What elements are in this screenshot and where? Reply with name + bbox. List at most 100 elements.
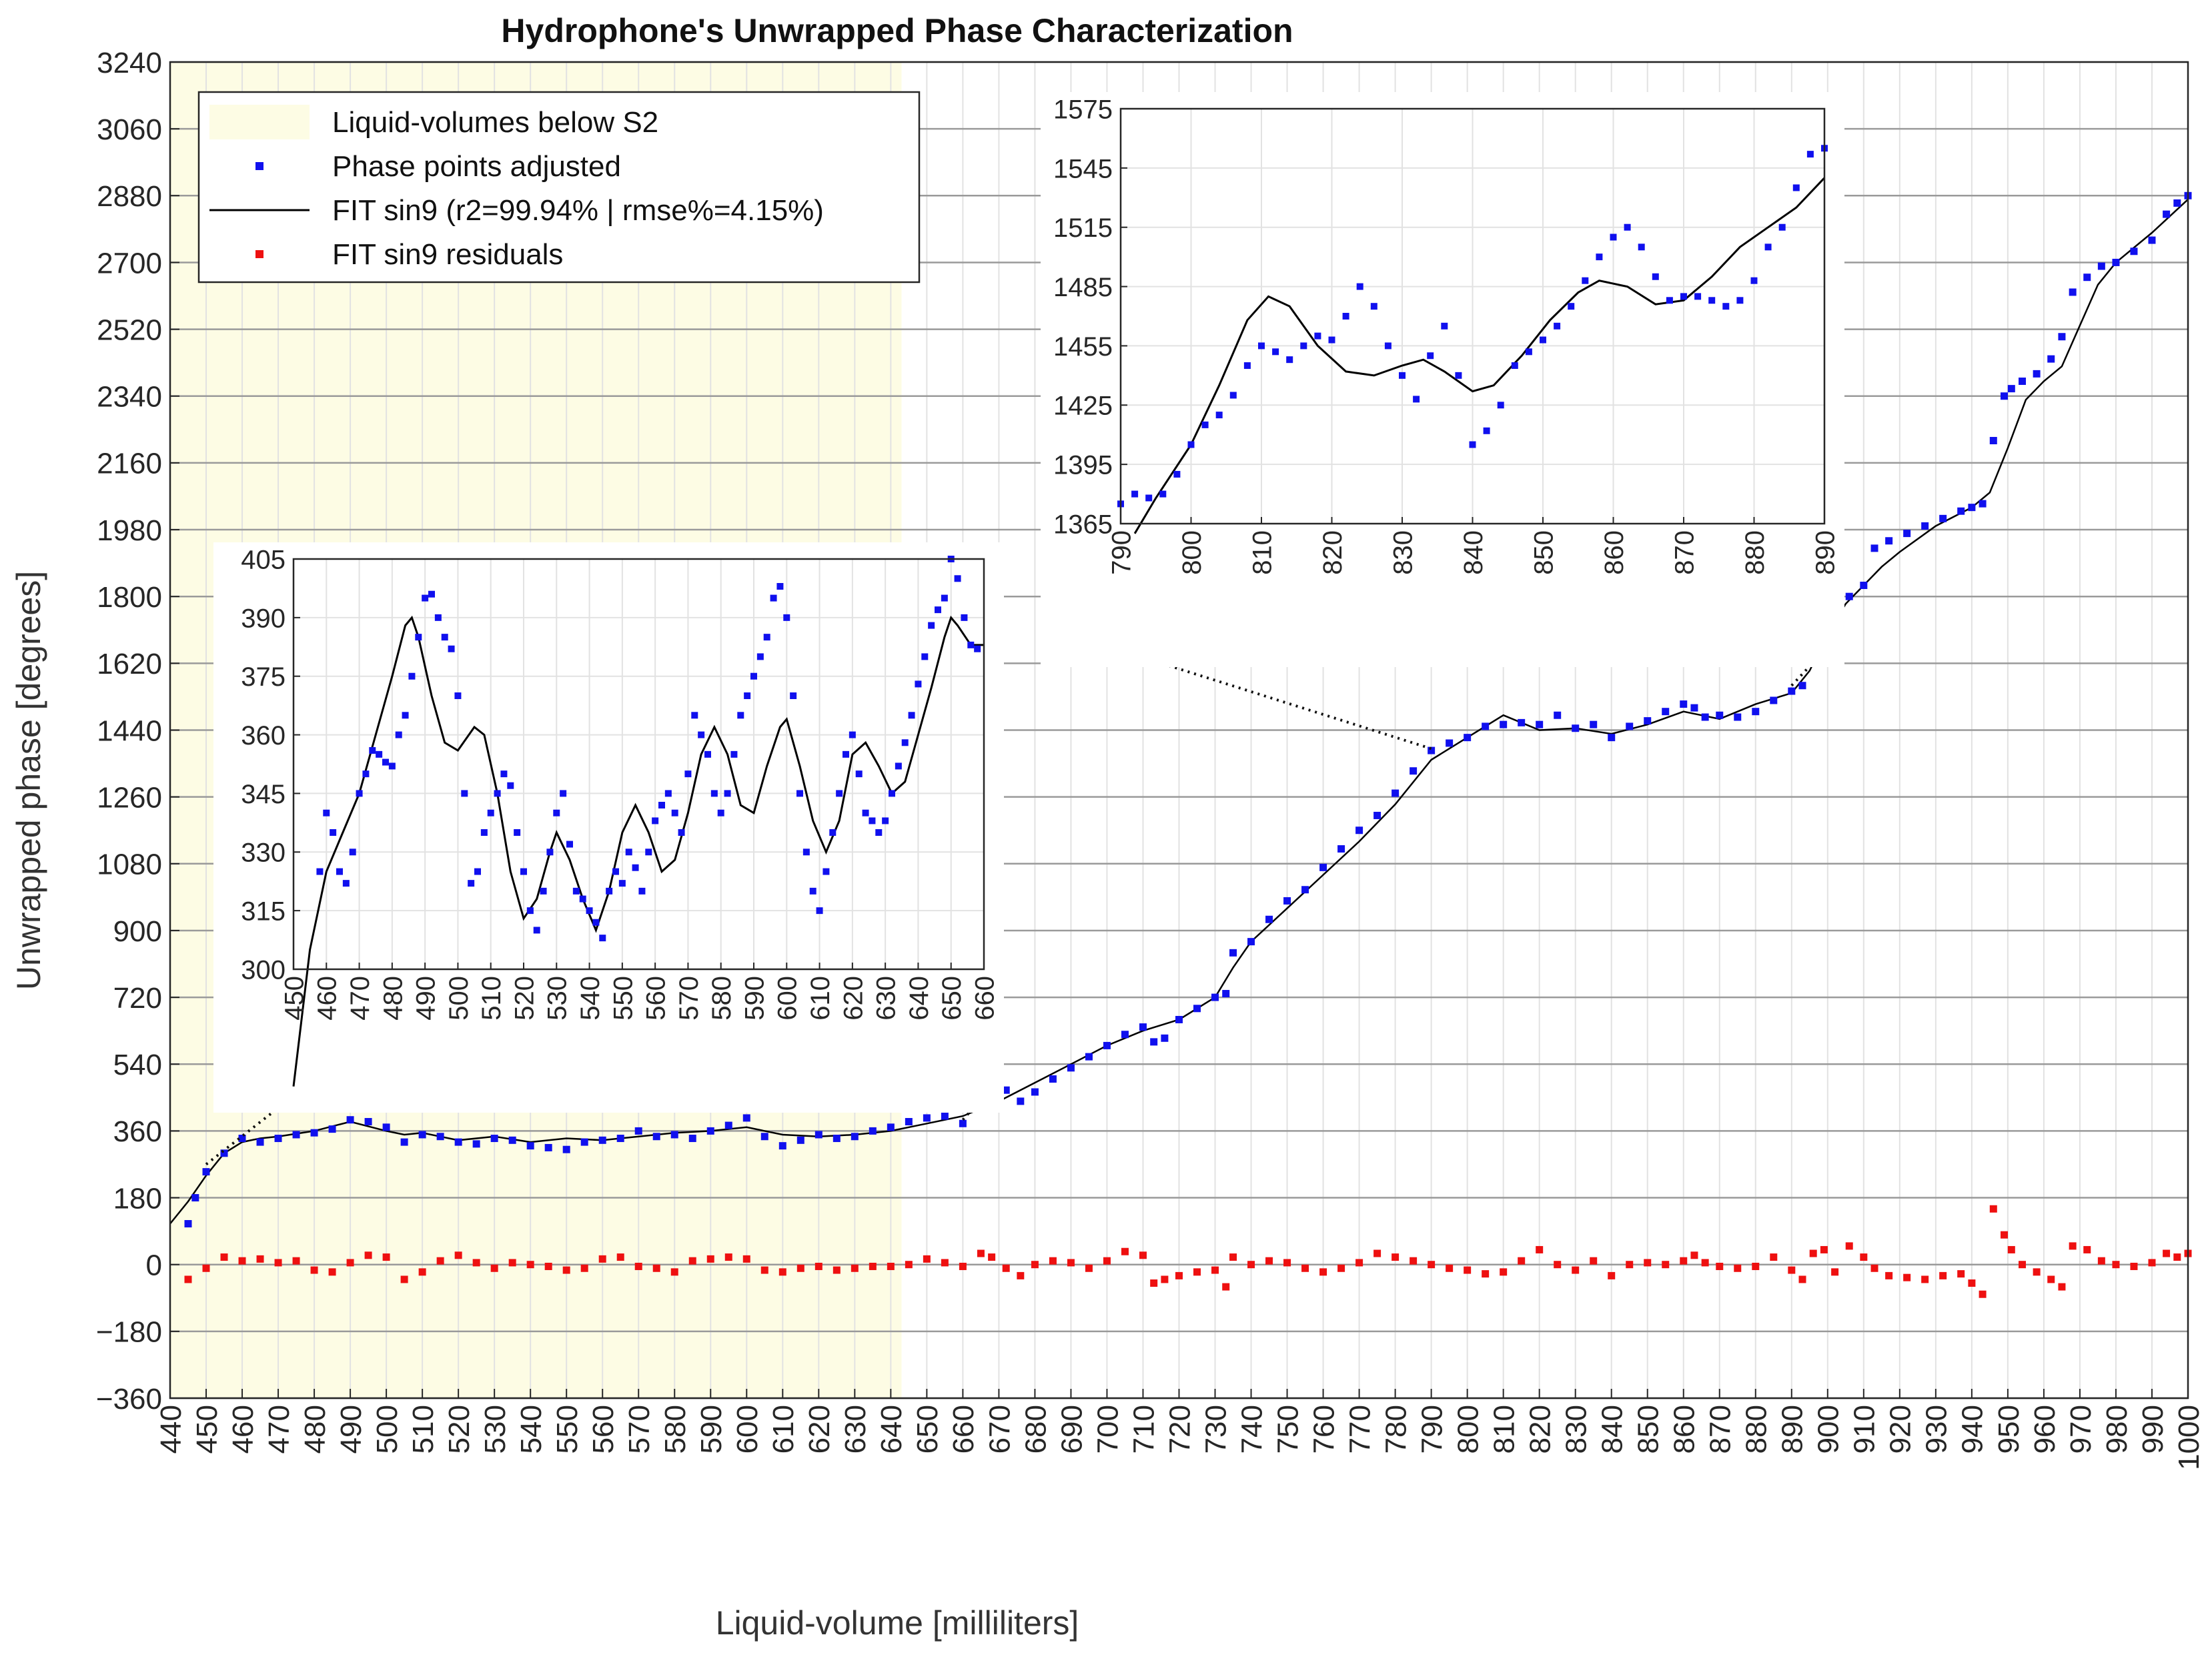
phase-point — [2007, 385, 2015, 393]
residual-point — [1049, 1257, 1057, 1265]
phase-point — [514, 829, 521, 836]
x-tick-label: 670 — [983, 1405, 1016, 1454]
phase-point — [869, 1127, 877, 1135]
x-tick-label: 530 — [543, 976, 572, 1021]
x-tick-label: 880 — [1740, 530, 1770, 575]
phase-point — [454, 692, 462, 699]
phase-point — [905, 1117, 913, 1125]
residual-point — [941, 1259, 949, 1267]
phase-point — [2047, 355, 2055, 363]
residual-point — [418, 1268, 426, 1276]
y-tick-label: 330 — [241, 839, 286, 868]
phase-point — [1173, 470, 1181, 478]
phase-point — [814, 1131, 822, 1139]
phase-point — [1957, 507, 1965, 515]
x-tick-label: 710 — [1127, 1405, 1160, 1454]
phase-point — [1500, 720, 1508, 728]
phase-point — [1870, 544, 1878, 552]
phase-point — [710, 790, 718, 797]
x-tick-label: 940 — [1957, 1405, 1989, 1454]
phase-point — [1258, 342, 1265, 350]
residual-point — [796, 1264, 804, 1272]
residual-point — [1662, 1261, 1670, 1269]
x-tick-label: 830 — [1388, 530, 1418, 575]
residual-point — [436, 1257, 444, 1265]
residual-point — [1716, 1262, 1724, 1270]
phase-point — [1694, 293, 1702, 300]
phase-point — [599, 935, 606, 942]
y-tick-label: 360 — [113, 1115, 162, 1148]
phase-point — [1554, 322, 1561, 330]
x-tick-label: 840 — [1596, 1405, 1629, 1454]
y-tick-label: 3240 — [97, 47, 162, 79]
residual-point — [1139, 1251, 1147, 1259]
residual-point — [851, 1264, 859, 1272]
residual-point — [923, 1255, 931, 1263]
y-tick-label: 1575 — [1053, 95, 1113, 124]
phase-point — [744, 692, 751, 699]
phase-point — [362, 770, 370, 778]
phase-point — [1778, 223, 1786, 231]
y-tick-label: 1485 — [1053, 273, 1113, 302]
y-tick-label: 0 — [146, 1249, 162, 1282]
phase-point — [323, 809, 330, 816]
phase-point — [1626, 722, 1634, 730]
phase-point — [330, 829, 337, 836]
x-tick-label: 680 — [1019, 1405, 1052, 1454]
phase-point — [1145, 494, 1153, 502]
x-tick-label: 870 — [1670, 530, 1699, 575]
residual-point — [1175, 1271, 1183, 1279]
phase-point — [256, 1138, 264, 1146]
x-tick-label: 810 — [1247, 530, 1277, 575]
residual-point — [1903, 1273, 1911, 1281]
residual-point — [238, 1257, 246, 1265]
residual-point — [2019, 1261, 2027, 1269]
x-tick-label: 500 — [371, 1405, 404, 1454]
residual-point — [2130, 1262, 2138, 1270]
y-tick-label: 1545 — [1053, 154, 1113, 183]
phase-point — [2148, 236, 2156, 244]
residual-point — [2069, 1242, 2077, 1250]
phase-point — [941, 594, 948, 602]
residual-point — [580, 1264, 588, 1272]
phase-point — [2033, 370, 2041, 378]
x-tick-label: 660 — [970, 976, 999, 1021]
residual-point — [1820, 1245, 1828, 1253]
phase-point — [760, 1133, 768, 1141]
x-tick-label: 450 — [280, 976, 309, 1021]
phase-point — [1085, 1053, 1093, 1061]
residual-point — [652, 1264, 660, 1272]
y-tick-label: 540 — [113, 1049, 162, 1081]
phase-point — [1301, 886, 1309, 894]
y-tick-label: −180 — [96, 1316, 162, 1349]
phase-point — [388, 762, 396, 770]
phase-point — [1608, 734, 1616, 742]
phase-point — [1596, 253, 1603, 261]
phase-point — [638, 887, 646, 895]
phase-point — [816, 907, 823, 915]
residual-point — [1211, 1266, 1219, 1274]
residual-point — [2058, 1283, 2066, 1291]
residual-point — [1809, 1249, 1817, 1257]
x-tick-label: 610 — [767, 1405, 800, 1454]
y-tick-label: 720 — [113, 982, 162, 1015]
x-tick-label: 490 — [412, 976, 441, 1021]
residual-point — [1752, 1262, 1760, 1270]
x-tick-label: 650 — [911, 1405, 944, 1454]
phase-point — [408, 672, 416, 680]
residual-point — [544, 1262, 552, 1270]
phase-point — [1708, 297, 1716, 304]
phase-point — [796, 790, 803, 797]
phase-point — [1736, 297, 1744, 304]
residual-point — [1229, 1253, 1237, 1261]
phase-point — [941, 1112, 949, 1120]
residual-point — [905, 1261, 913, 1269]
phase-point — [1690, 704, 1698, 712]
x-tick-label: 610 — [806, 976, 835, 1021]
residual-point — [1572, 1266, 1580, 1274]
phase-point — [579, 895, 586, 903]
x-tick-label: 790 — [1107, 530, 1136, 575]
phase-point — [1770, 696, 1778, 704]
phase-point — [461, 790, 468, 797]
